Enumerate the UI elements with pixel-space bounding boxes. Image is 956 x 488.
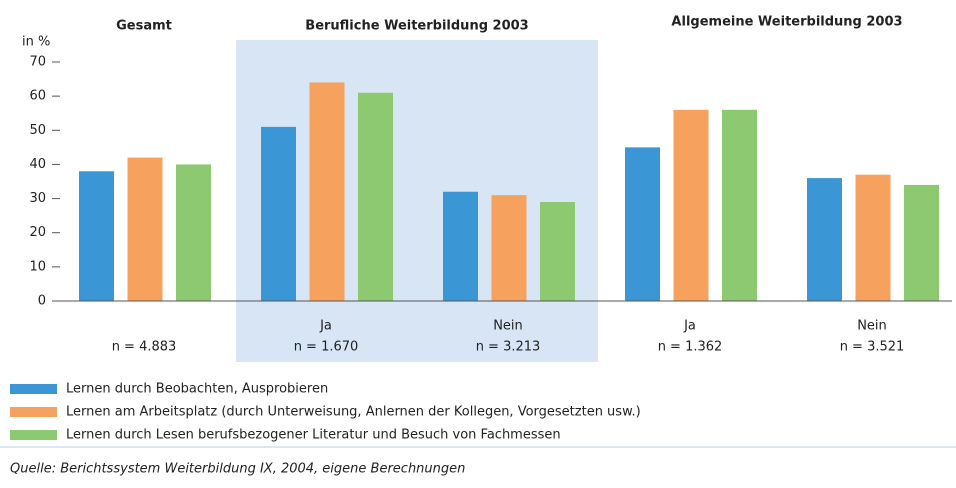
bar [79, 171, 114, 301]
x-tick-label: Nein [857, 319, 887, 334]
y-tick-label: 60 [29, 89, 46, 104]
bar [443, 191, 478, 301]
y-tick-label: 70 [29, 55, 46, 70]
sample-size: n = 1.670 [294, 340, 359, 355]
bar [261, 126, 296, 301]
bar [904, 184, 939, 301]
y-tick-label: 10 [29, 259, 46, 274]
bar [309, 82, 345, 301]
bar [807, 178, 842, 301]
sample-size: n = 1.362 [658, 340, 723, 355]
bar [540, 201, 575, 301]
section-title: Gesamt [116, 19, 172, 34]
section-title: Berufliche Weiterbildung 2003 [305, 19, 528, 34]
x-tick-label: Ja [683, 319, 696, 334]
y-tick-label: 40 [29, 157, 46, 172]
bar [127, 157, 163, 301]
bar [358, 92, 393, 301]
x-tick-label: Ja [319, 319, 332, 334]
legend-label: Lernen am Arbeitsplatz (durch Unterweisu… [66, 405, 641, 420]
bar [176, 164, 211, 301]
bar [491, 195, 527, 301]
y-tick-label: 20 [29, 225, 46, 240]
bar [722, 109, 757, 301]
sample-size: n = 3.213 [476, 340, 541, 355]
legend-label: Lernen durch Lesen berufsbezogener Liter… [66, 428, 561, 443]
legend-swatch [10, 384, 57, 394]
section-title: Allgemeine Weiterbildung 2003 [671, 15, 902, 30]
y-axis-label: in % [22, 35, 50, 50]
legend-swatch [10, 430, 57, 440]
y-tick-label: 30 [29, 191, 46, 206]
source: Quelle: Berichtssystem Weiterbildung IX,… [10, 462, 465, 477]
section-highlight [236, 40, 598, 362]
bar [625, 147, 660, 301]
sample-size: n = 4.883 [112, 340, 177, 355]
bar [673, 109, 709, 301]
legend-swatch [10, 407, 57, 417]
legend-label: Lernen durch Beobachten, Ausprobieren [66, 382, 328, 397]
x-tick-label: Nein [493, 319, 523, 334]
sample-size: n = 3.521 [840, 340, 905, 355]
y-tick-label: 0 [38, 294, 46, 309]
y-tick-label: 50 [29, 123, 46, 138]
bar [855, 174, 891, 301]
